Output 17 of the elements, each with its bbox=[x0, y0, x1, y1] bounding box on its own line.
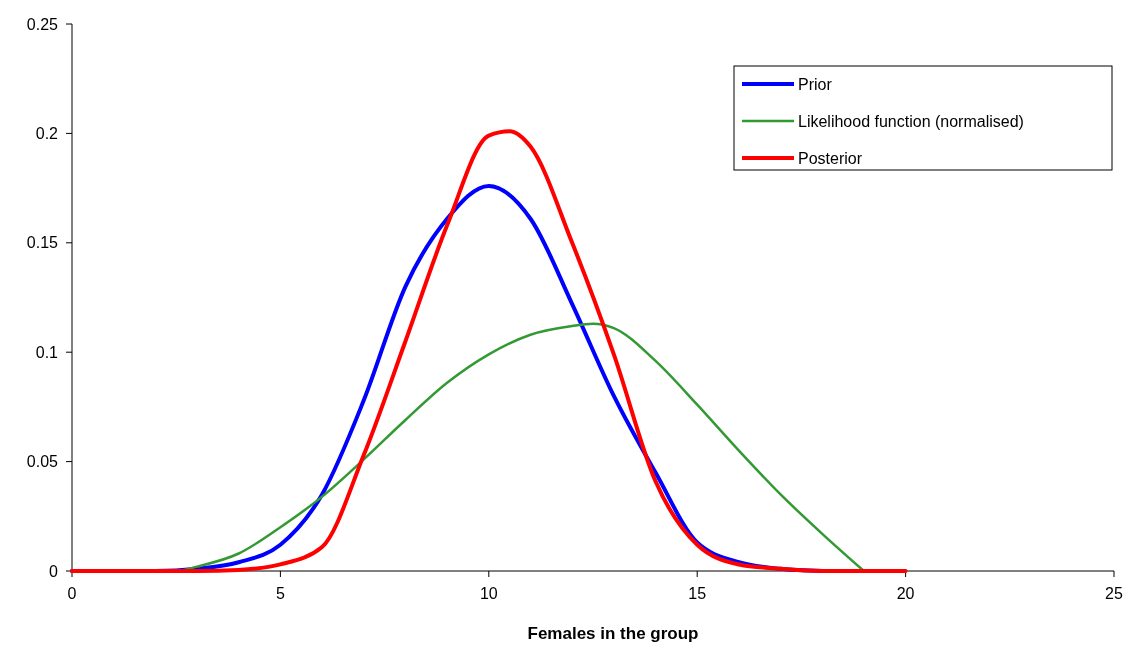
x-tick-label: 5 bbox=[275, 585, 285, 602]
x-tick-label: 25 bbox=[1105, 585, 1123, 602]
x-tick-label: 20 bbox=[896, 585, 915, 602]
y-tick-label: 0.25 bbox=[26, 15, 59, 33]
y-tick-label: 0.1 bbox=[35, 343, 59, 361]
line-series bbox=[70, 129, 908, 573]
y-tick-label: 0.2 bbox=[35, 125, 59, 142]
x-axis-title: Females in the group bbox=[527, 624, 699, 643]
y-tick-label: 0.05 bbox=[26, 453, 59, 471]
x-tick-label: 10 bbox=[479, 585, 498, 602]
legend-label: Prior bbox=[798, 75, 833, 93]
legend-label: Posterior bbox=[798, 149, 863, 167]
y-tick-label: 0.15 bbox=[26, 234, 59, 252]
y-tick-label: 0 bbox=[49, 562, 59, 580]
x-tick-label: 0 bbox=[67, 585, 77, 602]
x-tick-label: 15 bbox=[688, 585, 707, 602]
legend-label: Likelihood function (normalised) bbox=[798, 112, 1024, 130]
